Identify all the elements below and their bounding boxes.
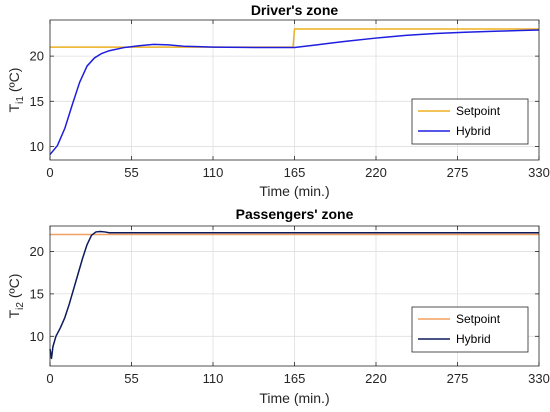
chart2-x-tick-label: 165 (284, 371, 306, 386)
chart2-y-axis-label: Ti2 (ºC) (6, 274, 26, 319)
chart1-y-axis-label-main: T (6, 103, 22, 112)
chart2-x-tick-label: 110 (203, 371, 224, 386)
chart1-x-tick-label: 165 (284, 165, 306, 180)
chart1-y-tick-label: 20 (30, 49, 44, 64)
chart2-y-axis-label-main: T (6, 309, 22, 318)
chart1-x-tick-label: 330 (528, 165, 550, 180)
chart2-x-tick-label: 275 (447, 371, 469, 386)
chart1-y-tick-label: 10 (30, 139, 44, 154)
chart1-legend-label-hybrid: Hybrid (456, 124, 491, 138)
chart1-y-axis-label: Ti1 (ºC) (6, 68, 26, 113)
chart2-series-hybrid-line (49, 230, 539, 360)
chart1-legend-label-setpoint: Setpoint (456, 104, 501, 118)
chart1-x-tick-label: 220 (365, 165, 387, 180)
chart1-x-tick-label: 110 (203, 165, 224, 180)
chart2-x-tick-label: 220 (365, 371, 387, 386)
chart1-series-hybrid-line (49, 29, 540, 156)
chart1-x-tick-label: 275 (447, 165, 469, 180)
chart1-x-tick-label: 0 (46, 165, 53, 180)
chart1-series-setpoint-line (50, 28, 539, 48)
chart2-y-axis-label-subscript: i2 (15, 302, 26, 310)
chart2-legend-label-setpoint: Setpoint (456, 312, 501, 326)
chart1-y-tick-label: 15 (30, 94, 44, 109)
chart2-y-axis-label-unit: (ºC) (6, 274, 22, 302)
chart2-x-tick-label: 330 (528, 371, 550, 386)
chart2-legend-label-hybrid: Hybrid (456, 332, 491, 346)
chart2-title: Passengers' zone (236, 206, 354, 222)
chart2-y-tick-label: 20 (30, 244, 44, 259)
chart1-y-axis-label-unit: (ºC) (6, 68, 22, 96)
chart1-y-axis-label-subscript: i1 (15, 96, 26, 104)
chart1-title: Driver's zone (251, 2, 339, 18)
chart2-y-tick-label: 15 (30, 286, 44, 301)
chart1-x-axis-label: Time (min.) (259, 183, 329, 199)
chart2-x-tick-label: 55 (124, 371, 138, 386)
chart1-x-tick-label: 55 (124, 165, 138, 180)
chart2-y-tick-label: 10 (30, 329, 44, 344)
chart2-x-axis-label: Time (min.) (259, 390, 329, 406)
chart2-legend-box (411, 306, 529, 353)
chart2-x-tick-label: 0 (46, 371, 53, 386)
chart1-legend-box (411, 98, 529, 145)
